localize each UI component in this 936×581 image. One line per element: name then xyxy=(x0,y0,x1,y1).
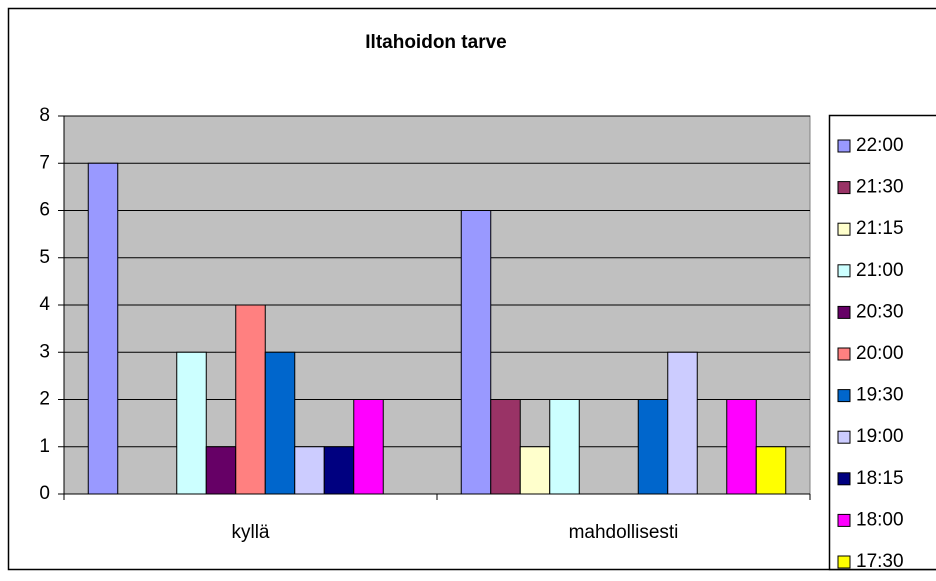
legend-swatch xyxy=(838,223,850,235)
x-tick-label: kyllä xyxy=(231,522,269,543)
legend-label: 21:00 xyxy=(856,260,904,281)
bar xyxy=(727,400,757,495)
bar xyxy=(265,352,295,494)
legend-swatch xyxy=(838,514,850,526)
legend-label: 17:30 xyxy=(856,551,904,572)
bar xyxy=(324,447,354,494)
legend-label: 21:15 xyxy=(856,218,904,239)
legend-label: 19:30 xyxy=(856,385,904,406)
bar xyxy=(461,211,491,495)
bar xyxy=(550,400,580,495)
legend-label: 21:30 xyxy=(856,177,904,198)
y-tick-label: 4 xyxy=(39,294,50,315)
x-tick-label: mahdollisesti xyxy=(569,522,679,543)
legend-swatch xyxy=(838,431,850,443)
y-tick-label: 5 xyxy=(39,247,50,268)
legend-label: 20:00 xyxy=(856,343,904,364)
bar xyxy=(638,400,668,495)
y-tick-label: 1 xyxy=(39,436,50,457)
legend-label: 18:00 xyxy=(856,509,904,530)
bar xyxy=(520,447,550,494)
legend-swatch xyxy=(838,182,850,194)
y-tick-label: 7 xyxy=(39,152,50,173)
legend-swatch xyxy=(838,140,850,152)
legend-label: 19:00 xyxy=(856,426,904,447)
y-tick-label: 6 xyxy=(39,200,50,221)
legend-swatch xyxy=(838,390,850,402)
legend-swatch xyxy=(838,348,850,360)
y-tick-label: 2 xyxy=(39,389,50,410)
legend-label: 20:30 xyxy=(856,301,904,322)
bar xyxy=(295,447,325,494)
y-tick-label: 3 xyxy=(39,341,50,362)
legend-swatch xyxy=(838,265,850,277)
bar xyxy=(491,400,521,495)
legend-label: 18:15 xyxy=(856,468,904,489)
bar xyxy=(756,447,786,494)
bar xyxy=(668,352,698,494)
y-tick-label: 0 xyxy=(39,483,50,504)
y-tick-label: 8 xyxy=(39,105,50,126)
legend-swatch xyxy=(838,473,850,485)
legend-swatch xyxy=(838,556,850,568)
bar xyxy=(88,163,118,494)
bar xyxy=(236,305,266,494)
legend-swatch xyxy=(838,306,850,318)
bar xyxy=(177,352,207,494)
legend-label: 22:00 xyxy=(856,135,904,156)
bar xyxy=(354,400,384,495)
bar xyxy=(206,447,236,494)
chart-title: Iltahoidon tarve xyxy=(365,32,506,53)
